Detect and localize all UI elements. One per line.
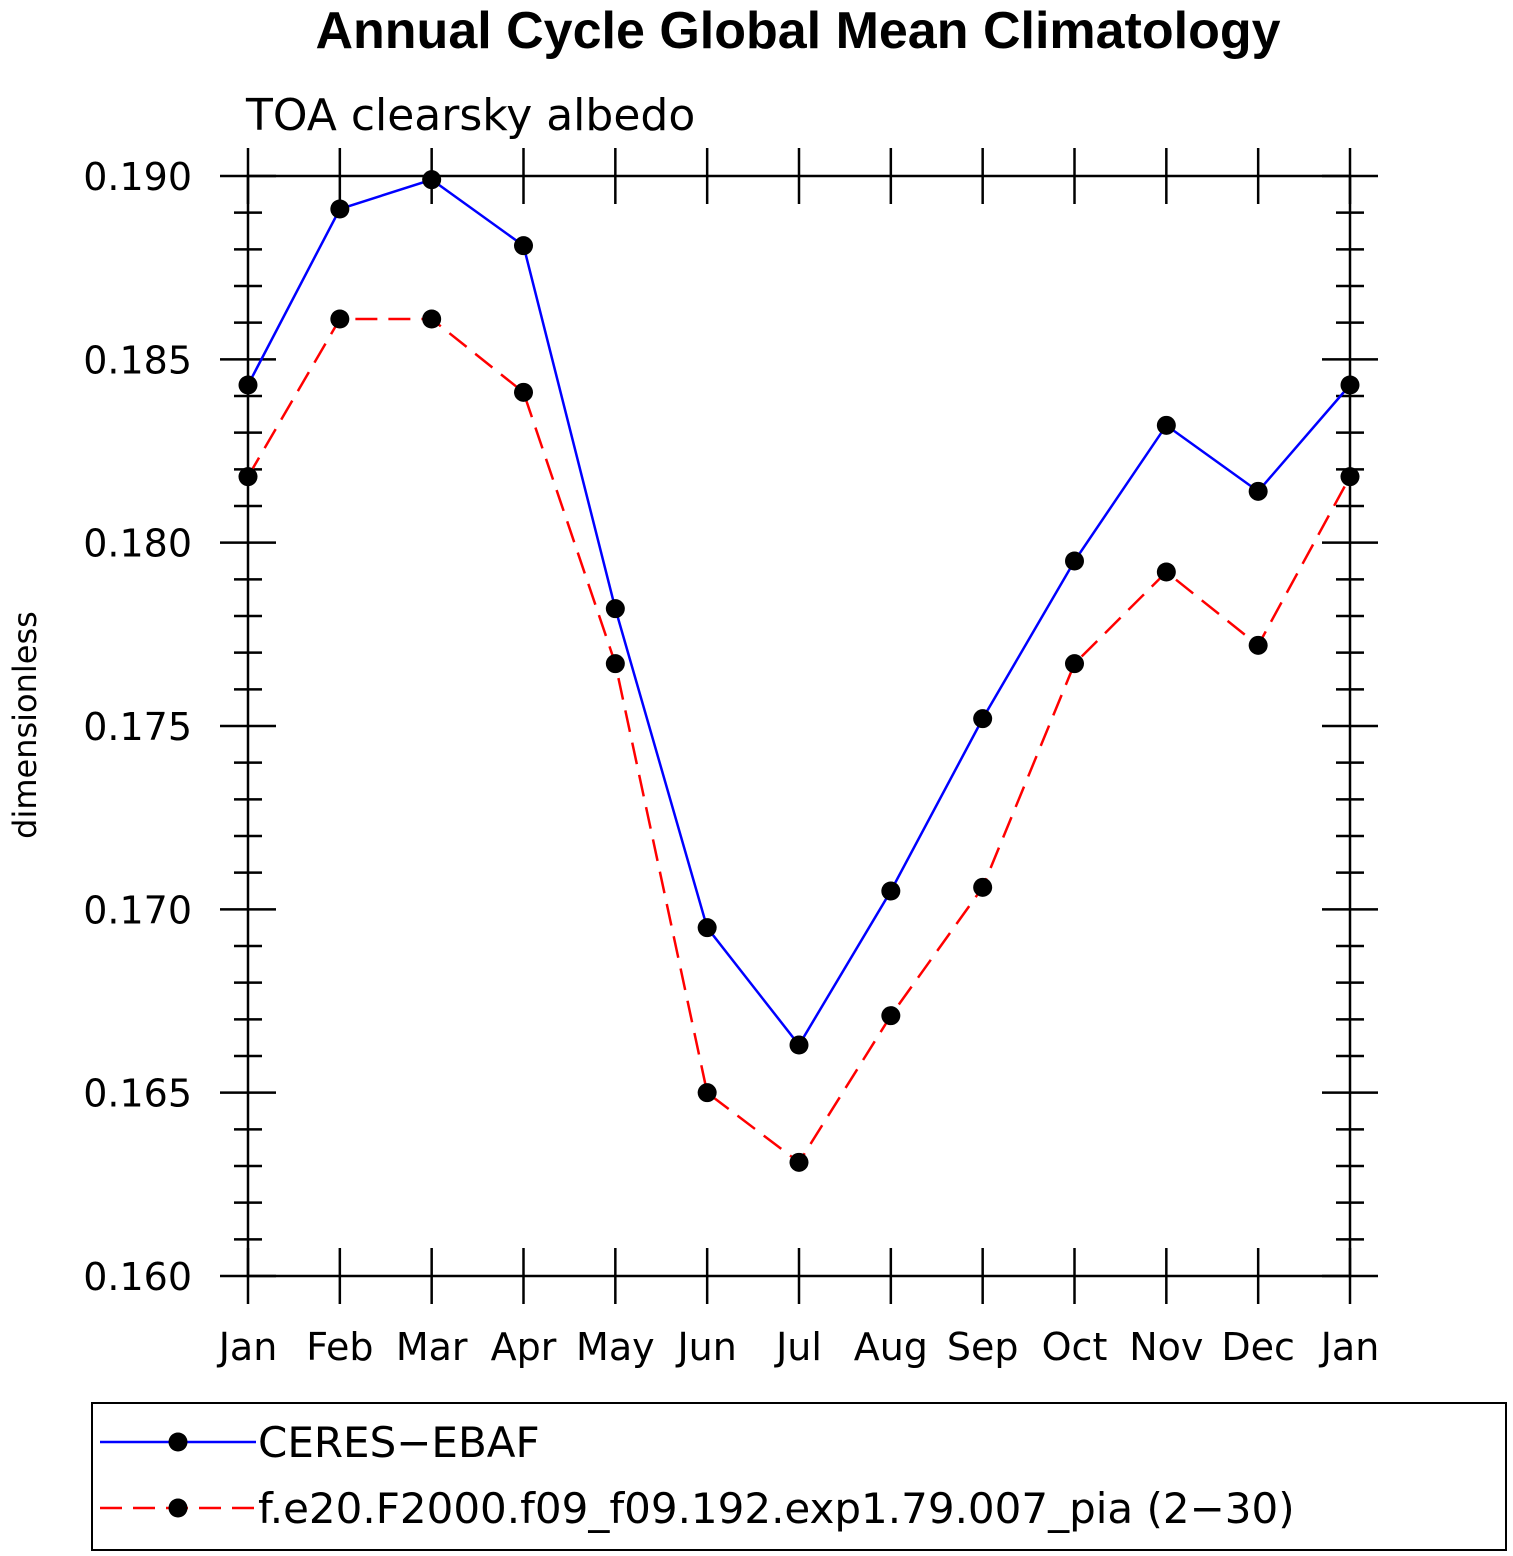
legend-marker-2 (168, 1498, 188, 1518)
legend-label-2: f.e20.F2000.f09_f09.192.exp1.79.007_pia … (258, 1484, 1295, 1533)
series-1-point (1340, 375, 1360, 395)
y-axis-label: dimensionless (6, 611, 44, 839)
chart-title: Annual Cycle Global Mean Climatology (315, 2, 1280, 60)
y-tick-label: 0.175 (83, 705, 192, 749)
series-2-point (1340, 467, 1360, 487)
series-1-point (697, 918, 717, 938)
x-tick-label: Feb (306, 1325, 373, 1369)
y-tick-labels: 0.160 0.165 0.170 0.175 0.180 0.185 0.190 (83, 155, 192, 1299)
series-2-point (330, 309, 350, 329)
series-2-point (973, 877, 993, 897)
series-2-point (1156, 562, 1176, 582)
series-2-point (514, 382, 533, 402)
series-2-point (605, 654, 625, 674)
legend-marker-1 (168, 1432, 188, 1452)
legend-label-1: CERES−EBAF (258, 1418, 540, 1467)
series-1-point (1156, 415, 1176, 435)
series-2-point (1065, 654, 1084, 674)
series-1-point (1065, 551, 1084, 571)
x-tick-label: Oct (1042, 1325, 1108, 1369)
x-tick-label: Jul (774, 1325, 822, 1369)
x-tick-label: Sep (947, 1325, 1019, 1369)
x-tick-label: Jan (1319, 1325, 1380, 1369)
series-1-point (881, 881, 901, 901)
x-tick-label: Nov (1129, 1325, 1203, 1369)
series-2-point (422, 309, 442, 329)
series-1-point (238, 375, 258, 395)
series-2-point (1248, 635, 1268, 655)
series-1-point (973, 709, 993, 729)
x-tick-label: Mar (396, 1325, 468, 1369)
plot-frame (246, 174, 1352, 1278)
legend-box (91, 1402, 1507, 1551)
x-tick-label: Jun (675, 1325, 736, 1369)
series-2-point (238, 467, 258, 487)
x-tick-labels: Jan Feb Mar Apr May Jun Jul Aug Sep Oct Nov Dec Jan (217, 1325, 1380, 1369)
series-line-1 (246, 178, 1351, 1048)
x-tick-label: Apr (491, 1325, 557, 1369)
y-tick-label: 0.180 (83, 522, 192, 566)
y-tick-label: 0.185 (83, 338, 192, 382)
series-1-point (330, 199, 350, 219)
series-2-point (697, 1083, 717, 1103)
x-tick-label: Jan (217, 1325, 278, 1369)
y-tick-label: 0.190 (83, 155, 192, 199)
y-tick-label: 0.165 (83, 1072, 192, 1116)
x-tick-label: Dec (1221, 1325, 1295, 1369)
series-1-point (1248, 481, 1268, 501)
x-tick-label: May (576, 1325, 655, 1369)
series-2-point (789, 1152, 809, 1172)
chart-subtitle: TOA clearsky albedo (245, 90, 695, 141)
series-layer (238, 170, 1360, 1172)
series-2-point (881, 1006, 901, 1026)
axis-ticks (220, 148, 1378, 1304)
series-1-point (605, 599, 625, 619)
series-1-point (422, 170, 442, 190)
x-tick-label: Aug (854, 1325, 928, 1369)
y-tick-label: 0.170 (83, 888, 192, 932)
series-1-point (789, 1035, 809, 1055)
legend: CERES−EBAF f.e20.F2000.f09_f09.192.exp1.7… (100, 1418, 1295, 1533)
series-1-point (514, 236, 533, 256)
y-tick-label: 0.160 (83, 1255, 192, 1299)
